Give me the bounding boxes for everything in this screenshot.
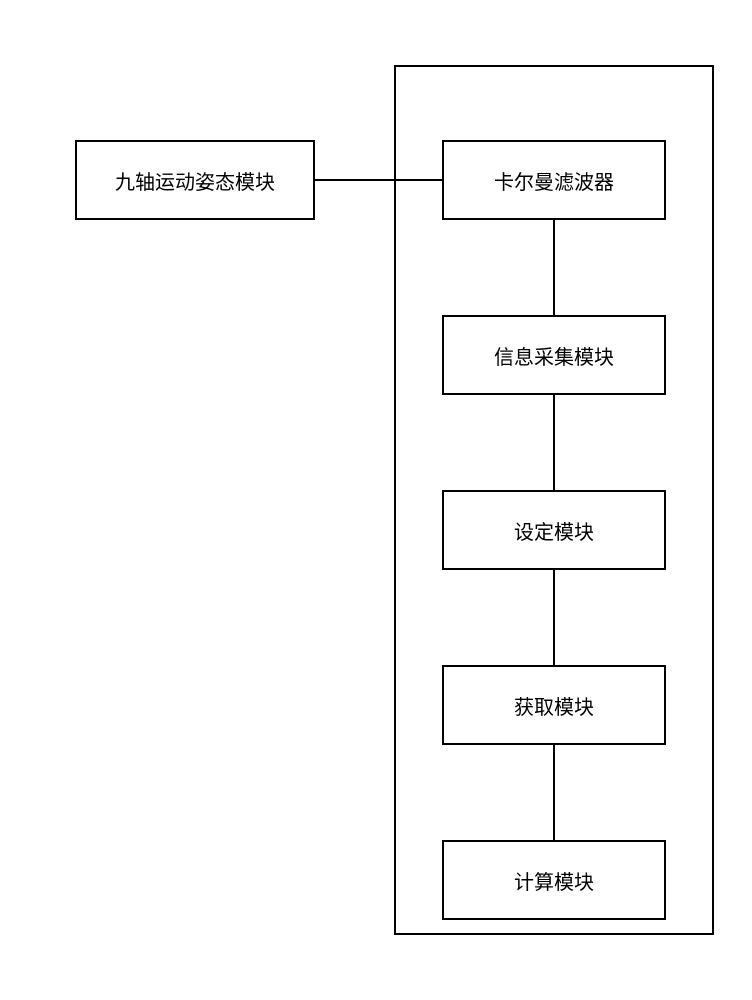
node-acquire: 获取模块 [442, 665, 666, 745]
node-compute-label: 计算模块 [514, 866, 594, 895]
edge-external-kalman [315, 179, 442, 181]
node-collect: 信息采集模块 [442, 315, 666, 395]
edge-kalman-collect [553, 220, 555, 315]
node-acquire-label: 获取模块 [514, 691, 594, 720]
node-compute: 计算模块 [442, 840, 666, 920]
node-kalman: 卡尔曼滤波器 [442, 140, 666, 220]
node-external: 九轴运动姿态模块 [75, 140, 315, 220]
node-kalman-label: 卡尔曼滤波器 [494, 166, 614, 195]
edge-acquire-compute [553, 745, 555, 840]
node-setting-label: 设定模块 [514, 516, 594, 545]
edge-setting-acquire [553, 570, 555, 665]
node-setting: 设定模块 [442, 490, 666, 570]
node-external-label: 九轴运动姿态模块 [115, 166, 275, 195]
node-collect-label: 信息采集模块 [494, 341, 614, 370]
edge-collect-setting [553, 395, 555, 490]
